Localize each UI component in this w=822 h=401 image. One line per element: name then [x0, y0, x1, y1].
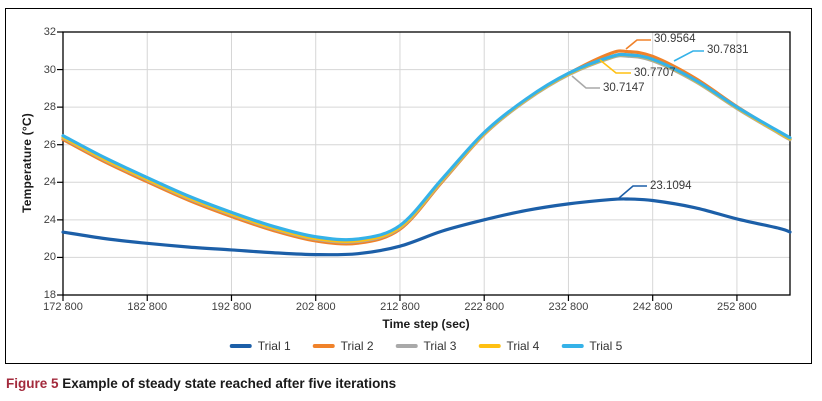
annotation-leader-trial-5 [673, 50, 704, 62]
x-axis-title: Time step (sec) [382, 317, 470, 331]
x-tick-label: 252 800 [717, 301, 757, 313]
annotation-label-trial-2: 30.9564 [654, 33, 696, 45]
annotation-leader-trial-2 [625, 39, 651, 50]
legend-item-trial-5: Trial 5 [561, 339, 622, 353]
plot-border [62, 31, 791, 296]
series-line-trial-1 [61, 197, 792, 257]
y-tick-label: 20 [43, 251, 56, 264]
series-line-trial-3 [61, 54, 792, 244]
annotation-leader-trial-1 [618, 185, 647, 199]
figure-caption: Figure 5 Example of steady state reached… [6, 376, 396, 391]
annotation-label-trial-5: 30.7831 [707, 44, 749, 56]
legend-item-trial-3: Trial 3 [395, 339, 457, 353]
legend-swatch [395, 344, 418, 348]
x-tick-label: 232 800 [548, 301, 589, 313]
y-tick-label: 24 [43, 176, 56, 189]
legend-label: Trial 5 [589, 339, 623, 353]
x-tick-label: 242 800 [632, 301, 673, 313]
x-tick-label: 212 800 [380, 301, 420, 313]
legend-swatch [312, 344, 335, 348]
y-tick-label: 24 [43, 213, 56, 226]
y-axis-title: Temperature (°C) [20, 113, 34, 213]
figure-caption-label: Figure 5 [6, 376, 59, 391]
annotation-label-trial-4: 30.7707 [634, 67, 676, 79]
legend-swatch [229, 344, 252, 348]
x-tick-label: 222 800 [464, 301, 505, 313]
x-tick-label: 172 800 [43, 301, 83, 313]
legend-item-trial-1: Trial 1 [229, 339, 291, 353]
legend-label: Trial 3 [423, 339, 457, 353]
figure-caption-text: Example of steady state reached after fi… [58, 376, 397, 391]
legend-item-trial-4: Trial 4 [478, 339, 539, 353]
legend-item-trial-2: Trial 2 [312, 339, 374, 353]
y-tick-label: 18 [43, 289, 56, 301]
annotation-label-trial-1: 23.1094 [650, 180, 692, 192]
annotation-leader-trial-3 [571, 75, 600, 89]
legend: Trial 1 Trial 2 Trial 3 Trial 4 Trial 5 [229, 339, 622, 353]
series-line-trial-2 [61, 49, 792, 246]
x-tick-label: 182 800 [127, 301, 168, 313]
series-line-trial-5 [61, 52, 792, 242]
annotation-label-trial-3: 30.7147 [603, 82, 645, 94]
legend-label: Trial 2 [340, 339, 374, 353]
series-line-trial-4 [61, 53, 792, 244]
y-tick-label: 28 [43, 101, 56, 114]
y-tick-label: 32 [43, 26, 56, 38]
annotation-leader-trial-4 [599, 59, 631, 74]
y-tick-label: 30 [43, 63, 56, 76]
legend-swatch [478, 344, 501, 348]
x-tick-label: 202 800 [295, 301, 336, 313]
legend-label: Trial 4 [506, 339, 540, 353]
x-tick-label: 192 800 [211, 301, 252, 313]
y-tick-label: 26 [43, 138, 56, 151]
legend-swatch [561, 344, 584, 348]
legend-label: Trial 1 [257, 339, 291, 353]
